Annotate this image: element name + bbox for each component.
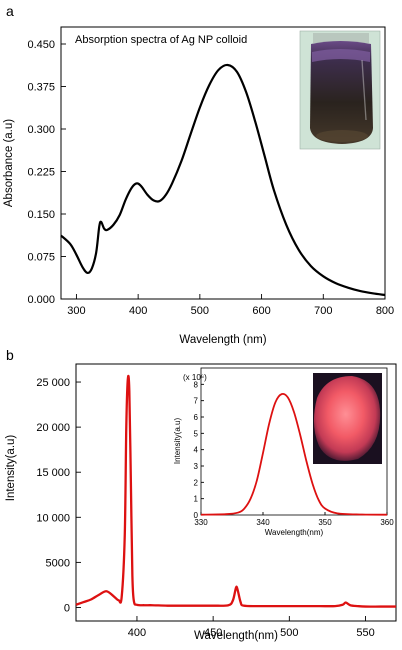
panel-b-y-axis-title: Intensity(a.u) (5, 435, 17, 502)
panel-b-y-tick-label: 15 000 (36, 467, 70, 479)
panel-b-ticks (76, 381, 366, 621)
panel-a-x-tick-label: 500 (191, 305, 209, 317)
panel-b-x-tick-label: 500 (280, 627, 298, 639)
panel-b-intensity-line (75, 374, 396, 608)
panel-b-y-tick-labels: 0 5000 10 000 15 000 20 000 25 000 (36, 377, 70, 614)
panel-a-y-axis-title: Absorbance (a.u) (3, 119, 15, 207)
panel-a-y-tick-label: 0.300 (27, 124, 55, 136)
panel-a-x-tick-label: 400 (129, 305, 147, 317)
panel-a-y-tick-labels: 0.000 0.075 0.150 0.225 0.300 0.375 0.450 (27, 39, 55, 306)
inset-x-axis-title: Wavelength(nm) (265, 528, 324, 537)
panel-a-chart: 300 400 500 600 700 800 0.0000.0750.1500.2250… (3, 26, 394, 346)
panel-b-x-tick-label: 450 (204, 627, 222, 639)
panel-a-title: Absorption spectra of Ag NP colloid (75, 34, 247, 46)
inset-y-tick-label: 7 (194, 397, 199, 406)
inset-x-tick-label: 340 (256, 518, 270, 527)
inset-x-tick-label: 330 (194, 518, 208, 527)
panel-a-y-tick-label: 0.150 (27, 209, 55, 221)
panel-a-x-tick-label: 300 (67, 305, 85, 317)
panel-a-y-tick-label: 0.450 (27, 39, 55, 51)
panel-a-y-tick-label: 0.375 (27, 82, 55, 94)
panel-b-x-tick-label: 400 (128, 627, 146, 639)
panel-letter-b: b (6, 347, 14, 363)
panel-b-x-tick-label: 550 (356, 627, 374, 639)
panel-a-y-tick-label: 0.000 (27, 294, 55, 306)
panel-b-y-tick-label: 20 000 (36, 422, 70, 434)
panel-b-plot-frame (75, 363, 397, 622)
panel-b-y-tick-label: 0 (64, 602, 70, 614)
inset-y-tick-label: 4 (194, 446, 199, 455)
panel-b-x-axis-title: Wavelength(nm) (194, 630, 278, 642)
panel-a-x-tick-labels: 300 400 500 600 700 800 (67, 305, 394, 317)
panel-letter-a: a (6, 3, 14, 19)
panel-b-x-tick-labels: 400 450 500 550 (128, 627, 375, 639)
panel-a-plot-frame (60, 26, 386, 300)
inset-y-tick-label: 5 (194, 429, 199, 438)
inset-intensity-line (200, 392, 388, 516)
panel-a-y-tick-label: 0.225 (27, 167, 55, 179)
panel-a-x-axis-title: Wavelength (nm) (179, 334, 266, 346)
panel-a-absorbance-line (60, 63, 386, 297)
panel-b-y-tick-label: 5000 (46, 557, 70, 569)
panel-a-x-tick-label: 700 (314, 305, 332, 317)
panel-a-x-tick-label: 800 (376, 305, 394, 317)
inset-y-tick-label: 1 (194, 495, 199, 504)
colloid-vial-photo (299, 30, 381, 150)
panel-b-y-tick-label: 10 000 (36, 512, 70, 524)
inset-x-tick-label: 350 (318, 518, 332, 527)
panel-a-ticks (61, 43, 386, 300)
inset-y-scale-label: (x 10⁶) (183, 373, 207, 382)
luminescence-photo (313, 373, 382, 464)
inset-x-tick-labels: 330 340 350 360 (194, 518, 394, 527)
panel-a-x-tick-label: 600 (252, 305, 270, 317)
inset-y-tick-label: 6 (194, 413, 199, 422)
inset-y-tick-label: 2 (194, 478, 199, 487)
panel-b-inset-chart: 330 340 350 360 0 1 2 3 4 5 6 7 8 (x 10⁶) Wavelengt… (173, 367, 394, 537)
inset-y-tick-label: 8 (194, 380, 199, 389)
inset-x-tick-label: 360 (380, 518, 394, 527)
panel-a-y-tick-label: 0.075 (27, 252, 55, 264)
panel-b-y-tick-label: 25 000 (36, 377, 70, 389)
inset-y-tick-label: 3 (194, 462, 199, 471)
inset-y-tick-label: 0 (194, 511, 199, 520)
inset-y-tick-labels: 0 1 2 3 4 5 6 7 8 (194, 380, 199, 520)
inset-y-axis-title: Intensity(a.u) (173, 418, 182, 465)
